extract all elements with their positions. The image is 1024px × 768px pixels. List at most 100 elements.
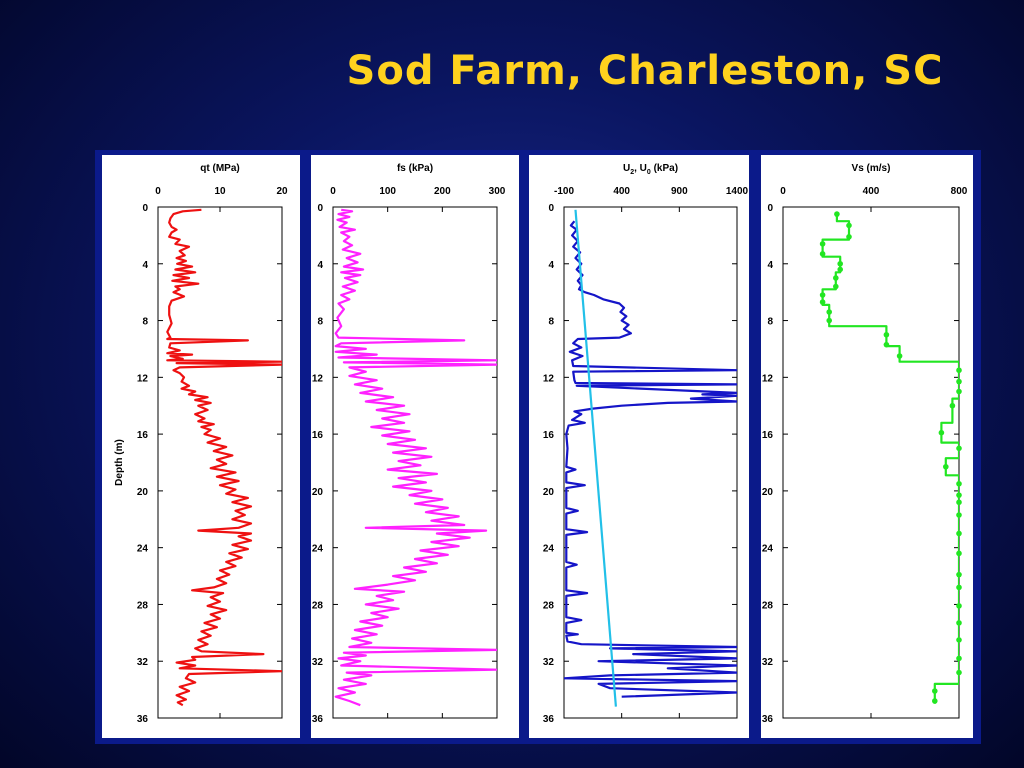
data-point-vs xyxy=(896,353,903,359)
y-tick-label-vs: 36 xyxy=(762,714,774,725)
y-tick-label-qt: 20 xyxy=(137,487,149,498)
data-point-vs xyxy=(956,655,962,662)
y-tick-label-u: 32 xyxy=(543,657,555,668)
y-tick-label-vs: 32 xyxy=(762,657,774,668)
y-tick-label-u: 4 xyxy=(548,260,554,271)
x-tick-label-qt: 0 xyxy=(155,186,161,197)
y-tick-label-u: 0 xyxy=(548,203,554,214)
panel-vs xyxy=(761,155,973,738)
y-tick-label-qt: 24 xyxy=(137,544,149,555)
data-point-vs xyxy=(826,317,832,324)
x-tick-label-fs: 300 xyxy=(489,186,506,197)
data-point-vs xyxy=(956,480,962,487)
panel-u xyxy=(529,155,749,738)
data-point-vs xyxy=(938,429,945,436)
y-tick-label-u: 8 xyxy=(548,317,554,328)
data-point-vs xyxy=(819,299,826,305)
y-tick-label-vs: 16 xyxy=(762,430,774,441)
axis-title-qt: qt (MPa) xyxy=(200,163,239,174)
x-tick-label-u: 400 xyxy=(613,186,630,197)
data-point-vs xyxy=(956,637,962,643)
figure-frame: qt (MPa) 0 10 20 0 4 8 12 16 20 24 28 32 36 Depth (m) f… xyxy=(95,150,981,744)
y-tick-label-u: 24 xyxy=(543,544,555,555)
data-point-vs xyxy=(819,241,826,247)
x-tick-label-fs: 200 xyxy=(434,186,451,197)
y-tick-label-qt: 12 xyxy=(137,373,149,384)
y-tick-label-fs: 16 xyxy=(312,430,324,441)
y-tick-label-fs: 36 xyxy=(312,714,324,725)
plot-area-u xyxy=(563,206,738,719)
y-tick-label-vs: 12 xyxy=(762,373,774,384)
y-tick-label-qt: 0 xyxy=(142,203,148,214)
data-point-vs xyxy=(932,698,938,704)
data-point-vs xyxy=(956,669,962,676)
y-tick-label-u: 16 xyxy=(543,430,555,441)
data-point-vs xyxy=(943,463,949,470)
data-point-vs xyxy=(837,260,843,267)
x-tick-label-u: 1400 xyxy=(726,186,749,197)
plot-area-fs xyxy=(332,206,498,719)
axis-title-u: U2, U0 (kPa) xyxy=(623,163,678,176)
x-tick-label-vs: 400 xyxy=(863,186,880,197)
x-tick-label-vs: 0 xyxy=(780,186,786,197)
data-point-vs xyxy=(956,445,962,452)
y-tick-label-u: 20 xyxy=(543,487,555,498)
y-tick-label-vs: 4 xyxy=(767,260,773,271)
data-point-vs xyxy=(819,251,826,257)
y-tick-label-qt: 4 xyxy=(142,260,148,271)
y-tick-label-u: 12 xyxy=(543,373,555,384)
series-line-u-1 xyxy=(574,209,617,707)
y-tick-label-fs: 8 xyxy=(317,317,323,328)
data-point-vs xyxy=(837,266,843,273)
y-tick-label-vs: 20 xyxy=(762,487,774,498)
data-point-vs xyxy=(956,584,962,591)
data-point-vs xyxy=(956,512,962,518)
data-point-vs xyxy=(956,367,962,374)
x-tick-label-u: -100 xyxy=(554,186,574,197)
series-line-vs-0 xyxy=(821,214,959,704)
data-point-vs xyxy=(834,211,840,217)
slide-title: Sod Farm, Charleston, SC xyxy=(346,48,944,94)
data-point-vs xyxy=(949,402,956,409)
data-point-vs xyxy=(956,378,962,385)
y-tick-label-vs: 0 xyxy=(767,203,773,214)
axis-title-vs: Vs (m/s) xyxy=(852,163,891,174)
x-tick-label-qt: 20 xyxy=(276,186,288,197)
y-tick-label-qt: 8 xyxy=(142,317,148,328)
y-axis-label-qt: Depth (m) xyxy=(114,439,125,486)
data-point-vs xyxy=(956,530,962,537)
data-point-vs xyxy=(883,331,890,338)
series-line-qt-0 xyxy=(166,208,282,707)
y-tick-label-fs: 0 xyxy=(317,203,323,214)
y-tick-label-vs: 24 xyxy=(762,544,774,555)
y-tick-label-qt: 36 xyxy=(137,714,149,725)
series-line-fs-0 xyxy=(334,208,497,707)
data-point-vs xyxy=(826,309,832,315)
data-point-vs xyxy=(956,603,962,609)
y-tick-label-fs: 12 xyxy=(312,373,324,384)
data-point-vs xyxy=(956,550,962,557)
data-point-vs xyxy=(956,571,962,578)
data-point-vs xyxy=(846,222,852,229)
data-point-vs xyxy=(956,499,962,506)
x-tick-label-vs: 800 xyxy=(951,186,968,197)
y-tick-label-qt: 32 xyxy=(137,657,149,668)
y-tick-label-u: 36 xyxy=(543,714,555,725)
data-point-vs xyxy=(956,388,962,395)
data-point-vs xyxy=(833,283,839,290)
axis-title-fs: fs (kPa) xyxy=(397,163,433,174)
y-tick-label-vs: 28 xyxy=(762,600,774,611)
y-tick-label-fs: 28 xyxy=(312,600,324,611)
data-point-vs xyxy=(819,292,826,298)
y-tick-label-vs: 8 xyxy=(767,317,773,328)
data-point-vs xyxy=(833,275,839,281)
x-tick-label-fs: 100 xyxy=(379,186,396,197)
x-tick-label-qt: 10 xyxy=(214,186,226,197)
data-point-vs xyxy=(956,620,962,626)
data-point-vs xyxy=(883,341,890,348)
data-point-vs xyxy=(932,688,938,694)
y-tick-label-fs: 32 xyxy=(312,657,324,668)
y-tick-label-fs: 4 xyxy=(317,260,323,271)
y-tick-label-fs: 24 xyxy=(312,544,324,555)
